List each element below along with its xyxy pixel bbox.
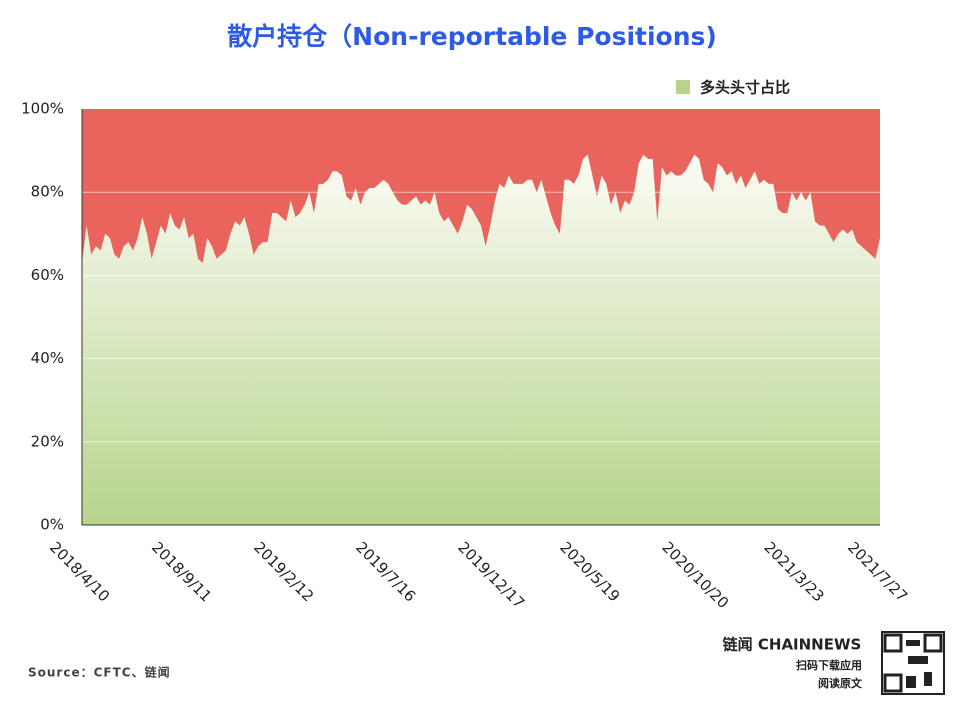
y-tick-label: 20% [31, 432, 64, 450]
x-tick-label: 2021/7/27 [844, 538, 911, 605]
brand-line: 阅读原文 [818, 676, 863, 690]
chart-title: 散户持仓（Non-reportable Positions) [227, 22, 717, 51]
x-tick-label: 2020/10/20 [658, 538, 732, 612]
x-tick-label: 2021/3/23 [760, 538, 827, 605]
brand-name: 链闻 CHAINNEWS [723, 636, 862, 654]
qr-code [881, 631, 945, 695]
brand-line: 扫码下载应用 [796, 658, 862, 672]
x-tick-label: 2019/7/16 [352, 538, 419, 605]
y-tick-label: 40% [31, 349, 64, 367]
source: Source：CFTC、链闻 [28, 665, 171, 680]
x-tick-label: 2020/5/19 [556, 538, 623, 605]
area [82, 154, 880, 525]
x-tick-label: 2018/9/11 [148, 538, 215, 605]
x-tick-label: 2018/4/10 [46, 538, 113, 605]
y-tick-label: 60% [31, 266, 64, 284]
y-tick-label: 0% [40, 516, 64, 534]
x-tick-label: 2019/12/17 [454, 538, 528, 612]
x-tick-label: 2019/2/12 [250, 538, 317, 605]
y-tick-label: 100% [21, 100, 64, 118]
y-tick-label: 80% [31, 183, 64, 201]
legend-swatch [676, 80, 690, 94]
legend-label: 多头头寸占比 [700, 79, 790, 97]
